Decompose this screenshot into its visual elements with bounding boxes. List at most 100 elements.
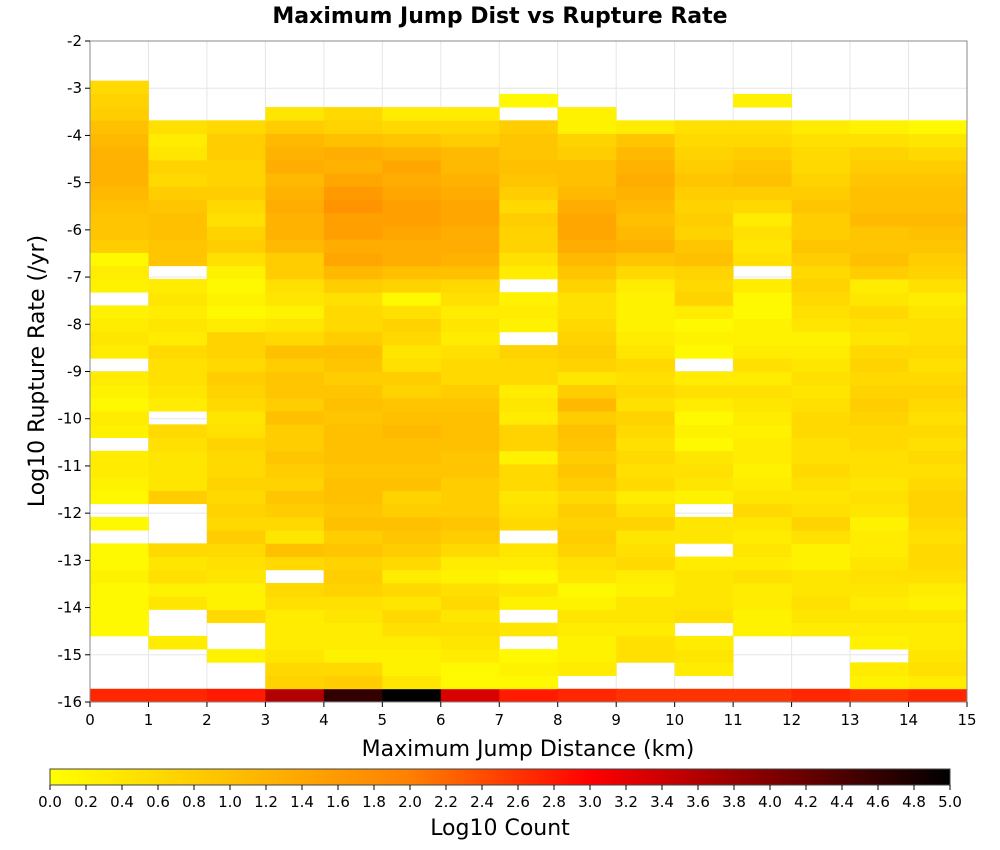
heatmap-cell (206, 437, 266, 452)
heatmap-cell (791, 688, 851, 703)
heatmap-cell (674, 331, 734, 346)
heatmap-cell (90, 318, 149, 333)
x-tick-label: 14 (899, 711, 918, 729)
heatmap-cell (323, 450, 383, 465)
heatmap-cell (674, 609, 734, 624)
heatmap-cell (850, 345, 909, 359)
heatmap-cell (791, 199, 851, 214)
heatmap-cell (850, 596, 909, 610)
heatmap-cell (616, 146, 676, 161)
heatmap-cell (674, 411, 734, 425)
heatmap-cell (791, 384, 851, 399)
heatmap-cell (557, 107, 617, 121)
heatmap-cell (323, 556, 383, 571)
heatmap-cell (90, 159, 149, 174)
heatmap-cell (90, 133, 149, 148)
heatmap-cell (733, 688, 792, 703)
y-axis-label: Log10 Rupture Rate (/yr) (25, 235, 50, 507)
heatmap-cell (499, 159, 559, 174)
colorbar-tick-label: 4.2 (794, 793, 818, 811)
heatmap-cell (265, 120, 325, 134)
heatmap-cell (90, 556, 149, 571)
heatmap-cell (908, 450, 968, 465)
heatmap-cell (499, 358, 559, 372)
heatmap-cell (557, 516, 617, 531)
heatmap-cell (850, 252, 909, 267)
heatmap-cell (382, 199, 442, 214)
heatmap-cell (908, 596, 968, 610)
heatmap-cell (733, 358, 792, 372)
heatmap-cell (850, 397, 909, 412)
heatmap-cell (206, 569, 266, 584)
heatmap-cell (323, 477, 383, 491)
heatmap-cell (791, 397, 851, 412)
heatmap-cell (908, 133, 968, 148)
heatmap-cell (440, 662, 500, 676)
heatmap-cell (148, 331, 208, 346)
heatmap-cell (206, 265, 266, 280)
y-tick-label: -8 (67, 315, 82, 333)
colorbar-tick-label: 4.8 (902, 793, 926, 811)
heatmap-cell (557, 556, 617, 571)
heatmap-cell (791, 226, 851, 240)
heatmap-cell (265, 278, 325, 293)
heatmap-cell (499, 675, 559, 690)
heatmap-cell (850, 490, 909, 505)
x-tick-label: 11 (724, 711, 743, 729)
colorbar-tick-label: 0.6 (146, 793, 170, 811)
heatmap-cell (148, 384, 208, 399)
heatmap-cell (382, 371, 442, 386)
heatmap-cell (323, 331, 383, 346)
heatmap-cell (206, 516, 266, 531)
heatmap-cell (908, 358, 968, 372)
heatmap-cell (908, 609, 968, 624)
heatmap-cell (616, 371, 676, 386)
heatmap-cell (499, 583, 559, 597)
heatmap-cell (323, 411, 383, 425)
heatmap-cell (791, 305, 851, 320)
heatmap-cell (791, 543, 851, 557)
heatmap-cell (440, 146, 500, 161)
heatmap-cell (382, 530, 442, 544)
heatmap-cell (791, 318, 851, 333)
heatmap-cell (206, 609, 266, 624)
heatmap-cell (499, 503, 559, 518)
heatmap-cell (674, 120, 734, 134)
heatmap-cell (674, 318, 734, 333)
heatmap-cell (90, 371, 149, 386)
heatmap-cell (440, 120, 500, 134)
heatmap-cell (323, 371, 383, 386)
heatmap-cell (908, 384, 968, 399)
heatmap-cell (557, 635, 617, 650)
y-axis-ticks: -2 -3 -4 -5 -6 -7 -8 -9 -10 -11 -12 -13 -14 -15 -16 (58, 32, 90, 711)
heatmap-cell (791, 622, 851, 637)
heatmap-cell (616, 477, 676, 491)
heatmap-cell (323, 345, 383, 359)
heatmap-cell (206, 199, 266, 214)
heatmap-cell (557, 596, 617, 610)
y-tick-label: -6 (67, 221, 82, 239)
heatmap-cell (733, 199, 792, 214)
heatmap-cell (908, 397, 968, 412)
heatmap-cell (382, 397, 442, 412)
heatmap-cell (382, 503, 442, 518)
heatmap-cell (148, 305, 208, 320)
heatmap-cell (616, 649, 676, 663)
heatmap-cell (148, 199, 208, 214)
heatmap-cell (440, 133, 500, 148)
heatmap-cell (616, 450, 676, 465)
heatmap-cell (382, 437, 442, 452)
heatmap-cell (557, 212, 617, 227)
heatmap-cell (206, 583, 266, 597)
heatmap-cell (557, 239, 617, 253)
heatmap-cell (148, 278, 208, 293)
heatmap-cell (791, 186, 851, 201)
heatmap-cell (850, 199, 909, 214)
heatmap-cell (148, 318, 208, 333)
heatmap-cell (440, 503, 500, 518)
heatmap-cell (616, 226, 676, 240)
heatmap-cell (148, 120, 208, 134)
heatmap-cell (733, 278, 792, 293)
heatmap-cell (616, 331, 676, 346)
heatmap-cell (733, 411, 792, 425)
